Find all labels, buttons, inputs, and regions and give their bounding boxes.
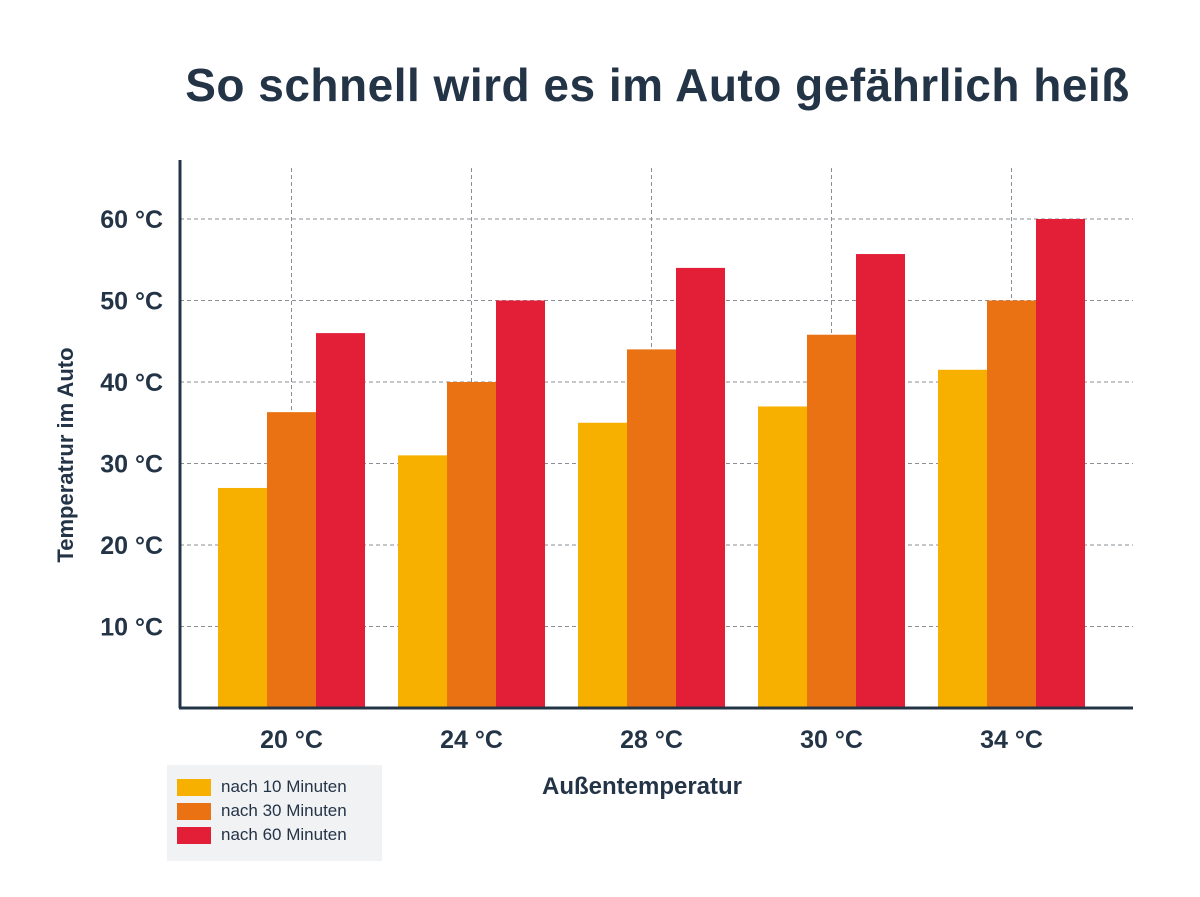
y-tick-label-2: 30 °C: [100, 451, 163, 479]
y-tick-label-4: 50 °C: [100, 288, 163, 316]
bar-4-0: [938, 369, 987, 708]
bar-4-1: [987, 300, 1036, 708]
bar-1-0: [398, 455, 447, 708]
x-axis-label: Außentemperatur: [541, 773, 743, 800]
y-tick-labels: 10 °C 20 °C 30 °C 40 °C 50 °C 60 °C: [100, 206, 163, 642]
x-tick-labels: 20 °C 24 °C 28 °C 30 °C 34 °C: [260, 726, 1043, 754]
chart-title: So schnell wird es im Auto gefährlich he…: [185, 59, 1130, 111]
bar-0-0: [218, 487, 267, 708]
legend-swatch-60min: [177, 826, 211, 844]
bar-2-0: [578, 422, 627, 708]
bar-4-2: [1036, 219, 1085, 708]
legend-swatch-10min: [177, 778, 211, 796]
y-axis-label: Temperatrur im Auto: [53, 347, 78, 563]
legend-label-30min: nach 30 Minuten: [221, 801, 347, 820]
y-tick-label-0: 10 °C: [100, 614, 163, 642]
x-tick-label-4: 34 °C: [980, 726, 1043, 754]
legend-item-30min: nach 30 Minuten: [177, 800, 347, 822]
y-tick-label-1: 20 °C: [100, 532, 163, 560]
bar-3-0: [758, 406, 807, 708]
bar-2-2: [676, 267, 725, 708]
x-tick-label-1: 24 °C: [440, 726, 503, 754]
bar-1-1: [447, 382, 496, 708]
x-tick-label-3: 30 °C: [800, 726, 863, 754]
legend: nach 10 Minuten nach 30 Minuten nach 60 …: [167, 765, 382, 861]
legend-item-10min: nach 10 Minuten: [177, 776, 347, 798]
bar-0-2: [316, 333, 365, 708]
y-tick-label-5: 60 °C: [100, 206, 163, 234]
x-tick-label-2: 28 °C: [620, 726, 683, 754]
legend-item-60min: nach 60 Minuten: [177, 824, 347, 846]
bar-2-1: [627, 349, 676, 708]
axes: [178, 160, 1133, 710]
bars-group: [218, 219, 1085, 709]
bar-0-1: [267, 412, 316, 708]
x-tick-label-0: 20 °C: [260, 726, 323, 754]
y-tick-label-3: 40 °C: [100, 369, 163, 397]
bar-3-1: [807, 334, 856, 708]
bar-1-2: [496, 300, 545, 708]
legend-label-10min: nach 10 Minuten: [221, 777, 347, 796]
bar-3-2: [856, 254, 905, 709]
legend-swatch-30min: [177, 802, 211, 820]
legend-label-60min: nach 60 Minuten: [221, 825, 347, 844]
